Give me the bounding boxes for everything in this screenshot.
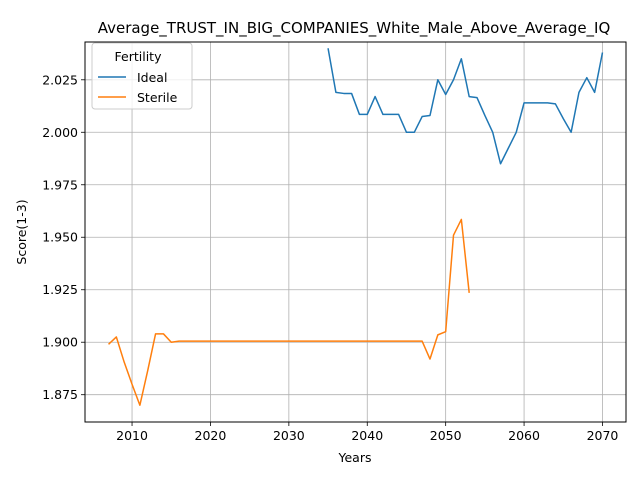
legend-label-ideal: Ideal [137, 70, 167, 85]
y-tick-label: 1.975 [42, 177, 78, 192]
legend-label-sterile: Sterile [137, 90, 178, 105]
series-line-sterile [108, 218, 470, 406]
x-tick-label: 2050 [430, 428, 462, 443]
x-tick-label: 2060 [508, 428, 540, 443]
axis-ticks: 2010 2020 2030 2040 2050 2060 2070 1.875 1.900 1.… [42, 72, 618, 443]
chart-title: Average_TRUST_IN_BIG_COMPANIES_White_Mal… [98, 19, 611, 38]
series-lines [108, 48, 604, 406]
plot-frame [84, 41, 627, 423]
y-axis-label: Score(1-3) [14, 199, 29, 264]
y-tick-label: 1.900 [42, 335, 78, 350]
x-axis-label: Years [338, 450, 372, 465]
x-tick-label: 2020 [195, 428, 227, 443]
y-tick-label: 1.925 [42, 282, 78, 297]
y-tick-label: 2.000 [42, 125, 78, 140]
y-tick-label: 2.025 [42, 72, 78, 87]
x-tick-label: 2030 [273, 428, 305, 443]
y-tick-label: 1.950 [42, 230, 78, 245]
legend-title: Fertility [115, 49, 163, 64]
series-line-ideal [327, 48, 604, 165]
x-tick-label: 2040 [351, 428, 383, 443]
x-tick-label: 2070 [587, 428, 619, 443]
x-tick-label: 2010 [116, 428, 148, 443]
legend-box [91, 42, 193, 110]
y-tick-label: 1.875 [42, 387, 78, 402]
legend: Fertility Ideal Sterile [91, 42, 193, 110]
